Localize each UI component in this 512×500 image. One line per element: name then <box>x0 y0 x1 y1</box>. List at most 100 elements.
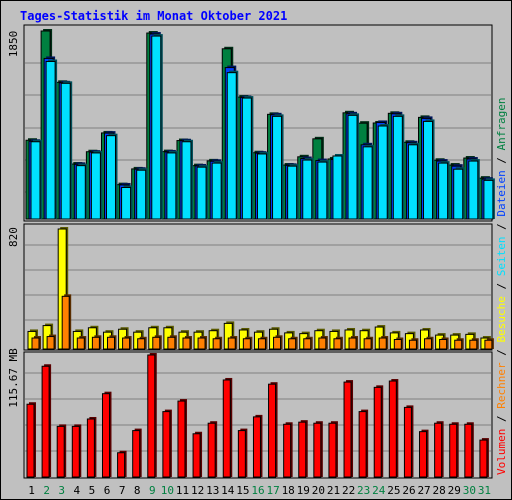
bar-volumen-day-16 <box>252 414 263 478</box>
bar-rechner-day-24 <box>378 336 389 350</box>
bar-seiten-day-23 <box>362 144 375 220</box>
bar-seiten-day-19-face <box>302 159 313 220</box>
bar-volumen-day-12 <box>192 431 203 478</box>
bar-rechner-day-14-face <box>227 337 236 350</box>
bar-volumen-day-8 <box>132 428 142 478</box>
day-label-8: 8 <box>134 484 141 497</box>
chart-title: Tages-Statistik im Monat Oktober 2021 <box>20 9 288 23</box>
bar-volumen-day-11 <box>177 399 187 478</box>
day-label-21: 21 <box>327 484 340 497</box>
bar-rechner-day-29 <box>454 338 464 350</box>
bar-volumen-day-4 <box>71 424 82 478</box>
bar-seiten-day-30-face <box>468 160 479 220</box>
bar-rechner-day-9-face <box>152 336 161 350</box>
bar-seiten-day-18 <box>287 164 299 220</box>
bar-volumen-day-28-face <box>434 422 443 478</box>
bar-seiten-day-20-face <box>317 161 328 220</box>
bar-seiten-day-16 <box>256 151 269 220</box>
bar-volumen-day-7-face <box>117 452 126 478</box>
bar-seiten-day-2 <box>45 59 58 220</box>
bar-seiten-day-9 <box>151 34 163 220</box>
bar-rechner-day-30-face <box>469 339 478 350</box>
bar-rechner-day-27 <box>424 336 434 350</box>
day-label-7: 7 <box>119 484 126 497</box>
bar-rechner-day-16-face <box>257 338 266 350</box>
bar-volumen-day-14-face <box>222 379 231 478</box>
bar-rechner-day-8 <box>137 336 147 350</box>
bar-seiten-day-22 <box>347 113 360 220</box>
bar-rechner-day-31 <box>484 338 494 350</box>
bar-seiten-day-14-face <box>226 72 237 220</box>
bar-volumen-day-3-face <box>56 425 65 478</box>
bar-volumen-day-22 <box>343 380 354 478</box>
bar-seiten-day-31-face <box>483 179 494 220</box>
bar-seiten-day-21 <box>332 153 344 220</box>
middle-panel-frame <box>23 223 493 351</box>
bar-seiten-day-1-face <box>30 141 41 220</box>
side-legend: Volumen / Rechner / Besuche / Seiten / D… <box>495 97 508 475</box>
bar-rechner-day-10-face <box>167 336 176 350</box>
bar-seiten-day-27-face <box>423 120 434 220</box>
bar-seiten-day-2-face <box>45 60 56 220</box>
bar-seiten-day-11 <box>181 139 193 220</box>
bar-rechner-day-23 <box>363 336 374 350</box>
bar-volumen-day-10 <box>162 409 172 478</box>
bar-seiten-day-18-face <box>287 165 298 220</box>
bar-seiten-day-25-face <box>392 115 403 220</box>
bar-rechner-day-3 <box>61 294 72 350</box>
top-scale-label: 1850 <box>7 31 20 58</box>
bar-rechner-day-14 <box>227 336 238 350</box>
bar-seiten-day-10 <box>166 150 178 220</box>
bar-seiten-day-30 <box>468 159 480 220</box>
bar-volumen-day-4-face <box>71 425 80 478</box>
bar-rechner-day-19 <box>303 336 313 350</box>
legend-separator: / <box>495 343 508 363</box>
bar-seiten-day-24 <box>377 124 390 220</box>
bar-volumen-day-3 <box>56 424 67 478</box>
legend-rechner: Rechner <box>495 362 508 409</box>
day-label-10: 10 <box>161 484 174 497</box>
bar-seiten-day-4 <box>75 163 88 220</box>
bar-volumen-day-6 <box>101 391 112 478</box>
bar-volumen-day-20 <box>313 421 323 478</box>
bar-rechner-day-25 <box>393 337 404 350</box>
bar-volumen-day-10-face <box>162 411 171 478</box>
bar-seiten-day-5-face <box>90 152 101 220</box>
bar-volumen-day-21 <box>328 421 338 478</box>
bar-seiten-day-28-face <box>438 162 449 220</box>
bar-seiten-day-1 <box>30 139 42 220</box>
day-label-23: 23 <box>357 484 370 497</box>
bar-rechner-day-22 <box>348 336 359 350</box>
legend-anfragen: Anfragen <box>495 97 508 150</box>
bar-volumen-day-11-face <box>177 400 186 478</box>
bar-rechner-day-5 <box>91 335 102 350</box>
legend-separator: / <box>495 150 508 170</box>
bar-rechner-day-24-face <box>378 337 387 350</box>
day-label-31: 31 <box>478 484 491 497</box>
bar-volumen-day-1 <box>26 402 36 478</box>
bar-seiten-day-23-face <box>362 146 373 220</box>
bar-seiten-day-28 <box>438 161 450 220</box>
bar-rechner-day-9 <box>152 335 162 350</box>
bar-rechner-day-17 <box>273 335 283 350</box>
bar-rechner-day-18-face <box>288 338 297 350</box>
bar-rechner-day-26 <box>408 338 419 350</box>
bar-seiten-day-4-face <box>75 165 86 220</box>
bar-rechner-day-4 <box>76 336 87 350</box>
bar-rechner-day-22-face <box>348 337 357 350</box>
bar-rechner-day-5-face <box>91 336 100 350</box>
legend-besuche: Besuche <box>495 296 508 342</box>
day-label-17: 17 <box>266 484 279 497</box>
legend-separator: / <box>495 217 508 237</box>
day-label-9: 9 <box>149 484 156 497</box>
bar-rechner-day-28-face <box>439 338 448 350</box>
legend-separator: / <box>495 409 508 429</box>
bar-rechner-day-28 <box>439 337 449 350</box>
bar-seiten-day-27 <box>423 119 435 220</box>
day-label-4: 4 <box>74 484 81 497</box>
bar-seiten-day-29 <box>453 167 465 220</box>
bar-rechner-day-10 <box>167 335 177 350</box>
bar-seiten-day-11-face <box>181 141 192 220</box>
bar-volumen-day-23-face <box>358 411 367 478</box>
